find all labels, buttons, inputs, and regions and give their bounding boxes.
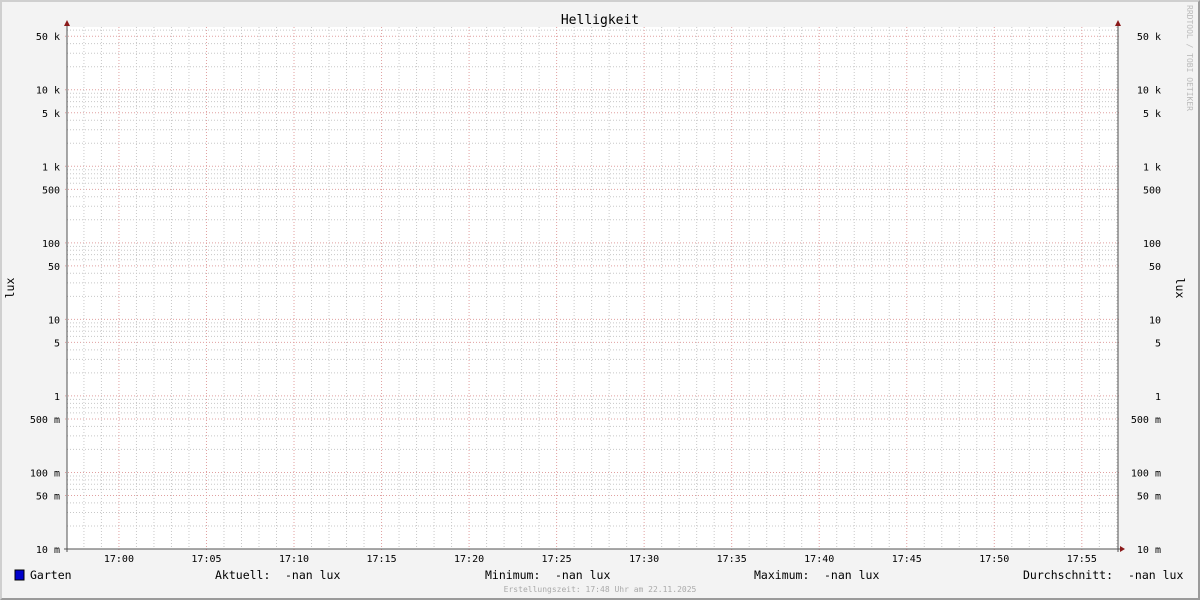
y-tick-label-left: 5	[54, 338, 60, 349]
x-tick-label: 17:10	[279, 554, 309, 565]
x-tick-label: 17:00	[104, 554, 134, 565]
y-tick-label-right: 1	[1155, 392, 1161, 403]
plot-area	[67, 27, 1118, 549]
y-tick-label-right: 100	[1143, 239, 1161, 250]
x-tick-label: 17:40	[804, 554, 834, 565]
y-tick-label-right: 5	[1155, 338, 1161, 349]
y-axis-label-left: lux	[3, 278, 17, 299]
x-tick-label: 17:20	[454, 554, 484, 565]
x-tick-label: 17:50	[979, 554, 1009, 565]
y-tick-label-right: 10 m	[1137, 545, 1161, 556]
y-tick-label-right: 50 m	[1137, 491, 1161, 502]
y-tick-label-left: 50 m	[36, 491, 60, 502]
y-tick-label-right: 50 k	[1137, 32, 1161, 43]
legend-max-value: -nan lux	[824, 568, 879, 582]
x-tick-label: 17:05	[191, 554, 221, 565]
y-tick-label-left: 50 k	[36, 32, 60, 43]
y-tick-label-right: 1 k	[1143, 162, 1161, 173]
x-tick-label: 17:55	[1067, 554, 1097, 565]
legend-min-value: -nan lux	[555, 568, 610, 582]
y-tick-label-right: 10 k	[1137, 86, 1161, 97]
y-tick-label-right: 50	[1149, 262, 1161, 273]
watermark: RRDTOOL / TOBI OETIKER	[1185, 5, 1194, 111]
legend-min-label: Minimum:	[485, 568, 540, 582]
footer-timestamp: Erstellungszeit: 17:48 Uhr am 22.11.2025	[504, 585, 697, 594]
y-tick-label-left: 5 k	[42, 109, 60, 120]
y-tick-label-left: 10 m	[36, 545, 60, 556]
x-tick-label: 17:45	[892, 554, 922, 565]
x-axis-arrow-icon	[1120, 546, 1125, 552]
y-tick-label-left: 500 m	[30, 415, 60, 426]
legend-current-label: Aktuell:	[215, 568, 270, 582]
legend-series-name: Garten	[30, 568, 72, 582]
y-tick-label-right: 500	[1143, 185, 1161, 196]
y-tick-label-right: 5 k	[1143, 109, 1161, 120]
y-tick-label-right: 500 m	[1131, 415, 1161, 426]
x-tick-label: 17:30	[629, 554, 659, 565]
y-axis-arrow-left-icon	[64, 20, 70, 26]
y-tick-label-left: 1	[54, 392, 60, 403]
legend-swatch-garten	[14, 569, 25, 581]
y-axis-arrow-right-icon	[1115, 20, 1121, 26]
x-tick-label: 17:35	[717, 554, 747, 565]
y-tick-label-left: 50	[48, 262, 60, 273]
y-tick-label-right: 10	[1149, 315, 1161, 326]
y-axis-label-right: lux	[1173, 278, 1187, 299]
y-tick-label-left: 100 m	[30, 468, 60, 479]
legend-current-value: -nan lux	[285, 568, 340, 582]
y-tick-label-left: 10 k	[36, 86, 60, 97]
y-tick-label-left: 1 k	[42, 162, 60, 173]
x-tick-label: 17:15	[366, 554, 396, 565]
legend: Garten Aktuell: -nan lux Minimum: -nan l…	[14, 568, 1183, 582]
x-tick-label: 17:25	[542, 554, 572, 565]
y-tick-label-left: 100	[42, 239, 60, 250]
legend-avg-value: -nan lux	[1128, 568, 1183, 582]
y-tick-label-left: 10	[48, 315, 60, 326]
y-tick-label-right: 100 m	[1131, 468, 1161, 479]
legend-avg-label: Durchschnitt:	[1023, 568, 1113, 582]
legend-max-label: Maximum:	[754, 568, 809, 582]
y-tick-label-left: 500	[42, 185, 60, 196]
chart-title: Helligkeit	[561, 13, 639, 28]
